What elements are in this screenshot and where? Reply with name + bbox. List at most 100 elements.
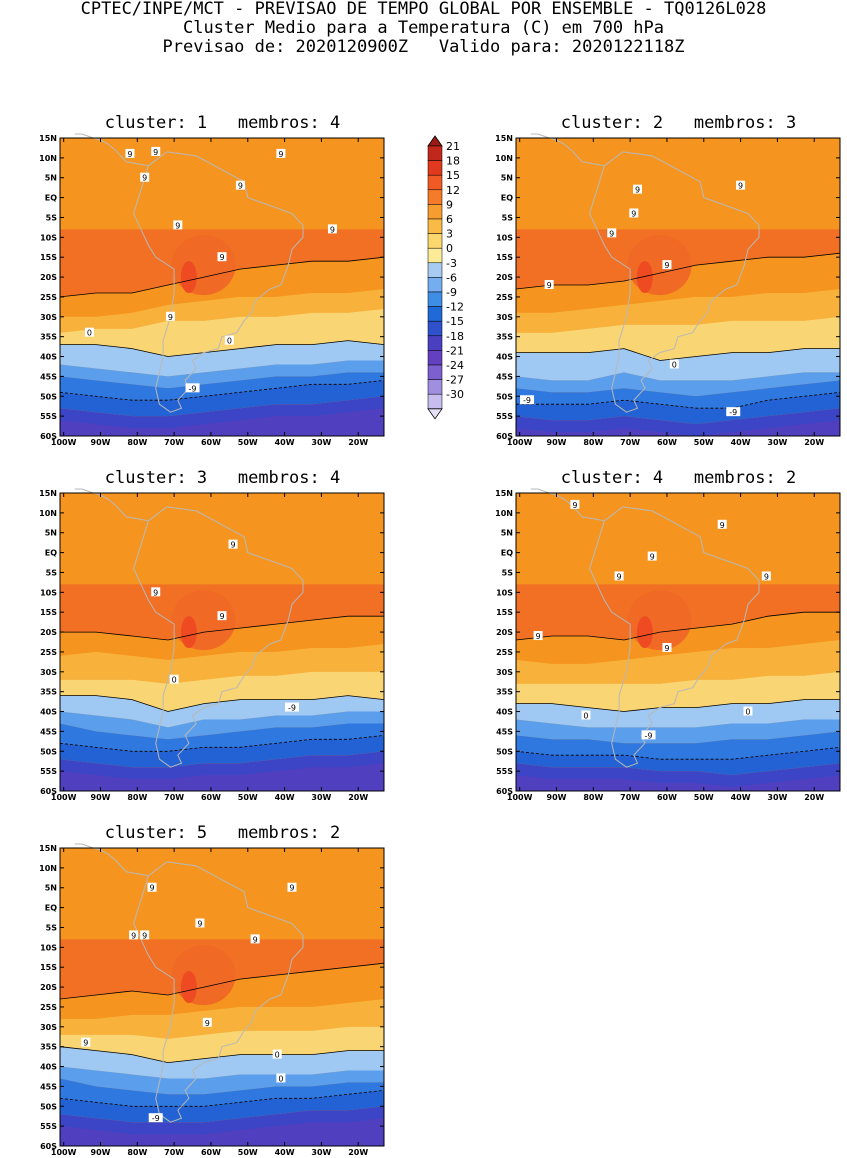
warm-core <box>627 590 692 651</box>
lon-tick-label: 70W <box>164 793 184 802</box>
temperature-band <box>60 644 384 684</box>
temperature-band <box>516 699 840 728</box>
contour-label-box <box>533 631 543 641</box>
lat-tick-label: 20S <box>496 273 513 282</box>
colorbar-bottom-arrow <box>427 408 443 420</box>
lat-tick-label: 45S <box>40 1082 57 1091</box>
contour-label-box <box>726 407 741 417</box>
lat-tick-label: 10N <box>495 509 513 518</box>
lon-tick-label: 80W <box>127 438 147 447</box>
warm-core-max <box>180 616 197 649</box>
contour-label: 9 <box>149 884 154 893</box>
central-america-coastline <box>530 133 605 167</box>
lat-tick-label: 15N <box>495 134 513 143</box>
contour-label: 9 <box>175 221 180 230</box>
contour-label-box <box>195 918 205 928</box>
contour-label: 0 <box>672 360 677 369</box>
lon-tick-label: 90W <box>91 793 111 802</box>
south-america-coastline <box>133 861 304 1123</box>
contour-label: 0 <box>275 1051 280 1060</box>
contour-label: 9 <box>168 313 173 322</box>
map-panel-cluster-3: 9 9 9 0 -9 15N 10N 5N EQ 5S 10S 15S 20S 25S 30S 35S 40S 4… <box>28 488 388 803</box>
lat-tick-label: 50S <box>496 747 513 756</box>
contour-label: 9 <box>253 935 258 944</box>
contour-label: 9 <box>738 182 743 191</box>
lat-tick-label: 40S <box>40 708 57 717</box>
lon-tick-label: 100W <box>51 438 77 447</box>
lat-tick-label: 40S <box>40 1063 57 1072</box>
lon-tick-label: 20W <box>804 793 824 802</box>
colorbar-label: 15 <box>446 169 460 182</box>
panel-1-title: cluster: 1 membros: 4 <box>104 113 341 133</box>
temperature-band-coldest <box>60 408 384 436</box>
contour-label-box <box>185 383 200 393</box>
lon-tick-label: 90W <box>547 438 567 447</box>
temperature-colorbar: 21 18 15 12 9 6 3 0 -3 -6 -9 -12 -15 -18 -21 -24 -27 -30 <box>420 132 480 447</box>
lon-tick-label: 30W <box>767 793 787 802</box>
lat-tick-label: 35S <box>496 688 513 697</box>
lat-tick-label: 40S <box>496 708 513 717</box>
lat-tick-label: 10S <box>496 233 513 242</box>
temperature-band <box>60 735 384 768</box>
colorbar-label: -30 <box>446 388 464 401</box>
contour-label: -9 <box>288 704 296 713</box>
lon-tick-label: 80W <box>127 793 147 802</box>
lat-tick-label: 55S <box>40 1122 57 1131</box>
lon-tick-label: 20W <box>348 438 368 447</box>
contour-label-box <box>217 252 227 262</box>
warm-core-max <box>180 261 197 294</box>
contour-label-box <box>173 220 183 230</box>
lon-tick-label: 100W <box>51 1148 77 1157</box>
contour-label: 9 <box>238 182 243 191</box>
colorbar-label: 12 <box>446 184 460 197</box>
contour-label-box <box>669 359 679 369</box>
contour-label: 9 <box>83 1039 88 1048</box>
colorbar-label: 21 <box>446 140 460 153</box>
contour-label: 9 <box>219 253 224 262</box>
contour-label: -9 <box>645 731 653 740</box>
contour-label-box <box>761 571 771 581</box>
warm-core-max <box>180 971 197 1004</box>
south-america-coastline <box>589 506 760 768</box>
map-panel-cluster-4: 9 9 9 9 9 9 9 0 0 -9 15N 10N 5N EQ 5S 10S 15S 20S 25S 30S 35… <box>484 488 844 803</box>
lat-tick-label: 45S <box>496 727 513 736</box>
lat-tick-label: 10S <box>40 943 57 952</box>
temperature-band <box>516 380 840 409</box>
contour-label-box <box>140 930 150 940</box>
temperature-band <box>60 711 384 740</box>
lat-tick-label: 25S <box>40 648 57 657</box>
colorbar-swatch <box>427 160 443 176</box>
warm-core <box>627 235 692 296</box>
central-america-coastline <box>530 488 605 522</box>
lon-tick-label: 30W <box>311 438 331 447</box>
lat-tick-label: 15S <box>40 608 57 617</box>
lat-tick-label: 55S <box>40 767 57 776</box>
lat-tick-label: 10S <box>40 233 57 242</box>
contour-minus-9 <box>59 735 385 752</box>
contour-label: 9 <box>330 225 335 234</box>
contour-label-box <box>81 1037 91 1047</box>
lat-tick-label: 15N <box>39 134 57 143</box>
lat-tick-label: 5N <box>501 174 513 183</box>
lon-tick-label: 30W <box>311 1148 331 1157</box>
contour-label: 9 <box>153 148 158 157</box>
lat-tick-label: 25S <box>40 293 57 302</box>
contour-label-box <box>544 280 554 290</box>
header-line-1: CPTEC/INPE/MCT - PREVISAO DE TEMPO GLOBA… <box>80 0 767 19</box>
lat-tick-label: 5S <box>502 568 514 577</box>
temperature-band <box>60 360 384 389</box>
contour-label-box <box>633 184 642 194</box>
lon-tick-label: 20W <box>804 438 824 447</box>
colorbar-swatch <box>427 364 443 380</box>
contour-label-box <box>662 260 672 270</box>
lat-tick-label: 55S <box>496 767 513 776</box>
contour-label: 0 <box>278 1074 283 1083</box>
temperature-band-coldest <box>60 763 384 791</box>
contour-label: -9 <box>152 1114 160 1123</box>
contour-label: 9 <box>197 919 202 928</box>
contour-label: 9 <box>547 281 552 290</box>
colorbar-swatch <box>427 291 443 307</box>
contour-label: 9 <box>127 150 132 159</box>
contour-label-box <box>148 1113 163 1123</box>
contour-label: 9 <box>664 261 669 270</box>
